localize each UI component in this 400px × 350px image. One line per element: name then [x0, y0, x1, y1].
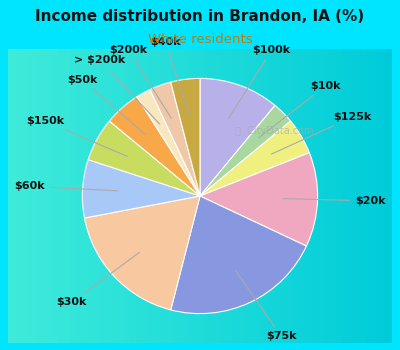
Wedge shape	[171, 196, 306, 314]
Wedge shape	[109, 97, 200, 196]
Text: > $200k: > $200k	[74, 55, 160, 124]
Wedge shape	[88, 121, 200, 196]
Wedge shape	[200, 153, 318, 246]
Text: $30k: $30k	[56, 252, 140, 307]
Wedge shape	[137, 90, 200, 196]
Wedge shape	[150, 82, 200, 196]
Text: $200k: $200k	[109, 45, 172, 118]
Text: $50k: $50k	[67, 75, 145, 134]
Text: $125k: $125k	[271, 112, 372, 154]
Text: Income distribution in Brandon, IA (%): Income distribution in Brandon, IA (%)	[36, 9, 364, 24]
Wedge shape	[200, 105, 291, 196]
Wedge shape	[84, 196, 200, 310]
Text: $60k: $60k	[14, 181, 118, 191]
Text: ⓘ  CityData.com: ⓘ CityData.com	[235, 126, 314, 136]
Text: $75k: $75k	[236, 271, 296, 342]
Wedge shape	[200, 78, 275, 196]
Text: $20k: $20k	[283, 196, 386, 206]
Text: $100k: $100k	[228, 45, 291, 118]
Text: $150k: $150k	[26, 116, 127, 156]
Wedge shape	[82, 160, 200, 218]
Wedge shape	[200, 121, 309, 196]
Text: $10k: $10k	[259, 81, 340, 138]
Wedge shape	[171, 78, 200, 196]
Text: $40k: $40k	[150, 37, 189, 114]
Text: White residents: White residents	[148, 33, 252, 46]
